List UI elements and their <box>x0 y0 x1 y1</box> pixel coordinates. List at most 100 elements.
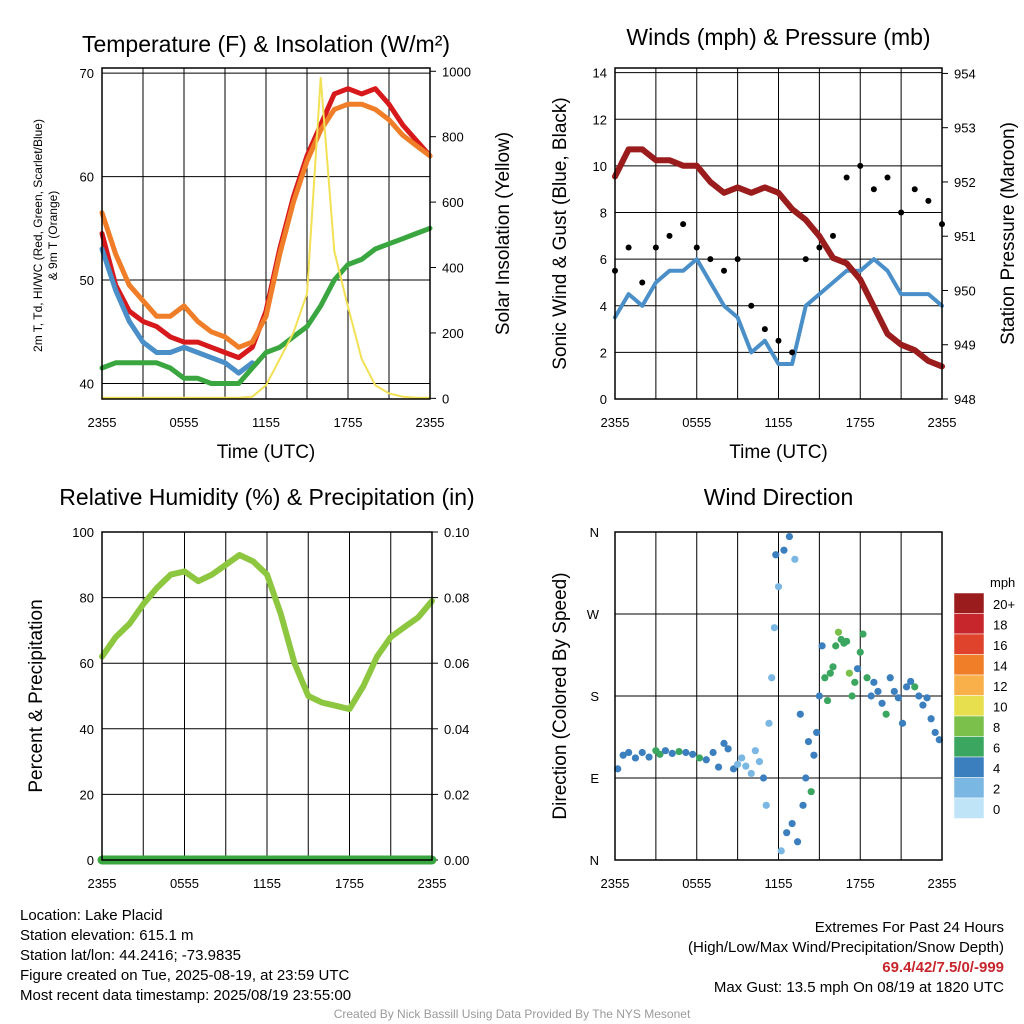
colorbar-label: 20+ <box>993 597 1015 612</box>
plot-frame <box>101 531 433 861</box>
direction-point <box>848 692 856 700</box>
direction-point <box>777 847 785 855</box>
x-tick-label: 1755 <box>335 876 364 891</box>
direction-point <box>793 838 802 846</box>
y2-tick-label: 0.00 <box>444 853 469 868</box>
y2-tick-label: 949 <box>954 338 976 353</box>
direction-point <box>870 678 878 686</box>
direction-point <box>645 753 653 761</box>
direction-point <box>882 710 890 718</box>
direction-point <box>807 788 815 796</box>
x-tick-label: 0555 <box>682 876 711 891</box>
y-tick-label: 40 <box>80 376 94 391</box>
x-tick-label: 1155 <box>765 415 793 430</box>
chart-title: Relative Humidity (%) & Precipitation (i… <box>59 484 474 510</box>
y2-tick-label: 0.06 <box>444 656 469 671</box>
gust-point <box>652 244 659 251</box>
direction-point <box>770 624 779 632</box>
gust-point <box>802 256 809 263</box>
direction-point <box>689 750 697 758</box>
y-tick-label: N <box>590 525 599 540</box>
station-latlon: Station lat/lon: 44.2416; -73.9835 <box>20 947 242 964</box>
direction-point <box>738 754 746 762</box>
colorbar-label: 10 <box>993 700 1007 715</box>
direction-point <box>695 754 704 762</box>
direction-point <box>923 694 931 702</box>
y-tick-label: 12 <box>593 112 607 127</box>
figure-created: Figure created on Tue, 2025-08-19, at 23… <box>20 967 350 984</box>
colorbar-swatch <box>953 592 985 614</box>
y-tick-label: 40 <box>80 722 94 737</box>
gust-point <box>707 256 714 263</box>
chart-title: Winds (mph) & Pressure (mb) <box>626 24 930 50</box>
x-tick-label: 1755 <box>846 415 875 430</box>
chart-panel-2: Winds (mph) & Pressure (mb) 2355 0555 1155 1… <box>550 24 1019 463</box>
gust-point <box>761 326 768 333</box>
gust-point <box>625 244 632 251</box>
y-tick-label: 60 <box>80 170 94 185</box>
direction-point <box>788 819 796 828</box>
station-elevation: Station elevation: 615.1 m <box>20 927 194 944</box>
x-tick-label: 2355 <box>601 415 630 430</box>
y2-tick-label: 0.02 <box>444 787 469 802</box>
colorbar-label: 0 <box>993 802 1000 817</box>
colorbar-label: 6 <box>993 741 1000 756</box>
x-tick-label: 2355 <box>601 876 630 891</box>
direction-point <box>759 774 768 782</box>
y-tick-label: 8 <box>600 206 607 221</box>
gust-point <box>666 232 673 239</box>
y2-tick-label: 600 <box>442 195 464 210</box>
x-tick-label: 1755 <box>334 415 363 430</box>
series-line <box>612 146 945 370</box>
y-tick-label: 6 <box>600 252 607 267</box>
y-tick-label: 80 <box>80 591 94 606</box>
direction-point <box>813 728 821 737</box>
y2-tick-label: 953 <box>954 121 976 136</box>
colorbar-label: 18 <box>993 618 1007 633</box>
y-axis-label: Percent & Precipitation <box>26 599 47 792</box>
recent-timestamp: Most recent data timestamp: 2025/08/19 2… <box>20 987 352 1004</box>
y-tick-label: 4 <box>600 299 607 314</box>
direction-point <box>843 637 851 645</box>
direction-point <box>734 760 742 768</box>
chart-panel-1: Temperature (F) & Insolation (W/m²) 2355 0… <box>31 31 514 463</box>
direction-point <box>915 692 923 700</box>
colorbar-label: 12 <box>993 679 1007 694</box>
y2-tick-label: 0.10 <box>444 525 469 540</box>
gust-point <box>693 244 700 251</box>
x-tick-label: 1755 <box>846 876 875 891</box>
direction-point <box>815 692 823 700</box>
direction-point <box>874 687 882 696</box>
y-axis-label: 2m T, Td, HI/WC (Red, Green, Scarlet/Blu… <box>31 119 45 352</box>
direction-point <box>772 551 780 559</box>
y2-tick-label: 0.04 <box>444 722 469 737</box>
gust-point <box>775 337 782 344</box>
direction-point <box>821 674 829 682</box>
chart-panel-3: Relative Humidity (%) & Precipitation (i… <box>26 484 475 891</box>
x-tick-label: 2355 <box>88 876 117 891</box>
chart-title: Temperature (F) & Insolation (W/m²) <box>82 31 450 57</box>
y2-tick-label: 952 <box>954 175 976 190</box>
direction-point <box>751 747 759 755</box>
gust-point <box>639 279 646 286</box>
direction-point <box>919 701 927 709</box>
y-tick-label: 20 <box>80 787 94 802</box>
x-tick-label: 0555 <box>170 876 199 891</box>
x-tick-label: 0555 <box>682 415 711 430</box>
plot-frame <box>101 67 431 400</box>
direction-point <box>762 801 770 809</box>
max-gust: Max Gust: 13.5 mph On 08/19 at 1820 UTC <box>713 979 1004 996</box>
direction-point <box>755 758 764 766</box>
y-tick-label: 2 <box>600 345 607 360</box>
direction-point <box>714 763 723 771</box>
direction-point <box>774 583 783 591</box>
x-tick-label: 2355 <box>418 876 447 891</box>
gust-point <box>857 162 864 169</box>
y2-tick-label: 950 <box>954 283 976 298</box>
direction-point <box>911 683 919 691</box>
series-line <box>99 225 433 386</box>
direction-point <box>845 669 853 677</box>
colorbar-swatch <box>953 613 985 635</box>
direction-point <box>799 801 807 809</box>
